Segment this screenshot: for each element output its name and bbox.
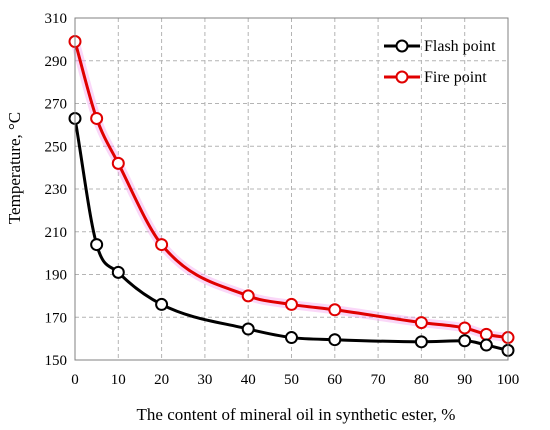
x-tick-label: 0	[71, 372, 79, 388]
x-tick-label: 70	[371, 372, 386, 388]
data-point-fire-point	[241, 289, 255, 303]
data-point-fire-point	[111, 156, 125, 170]
x-tick-label: 90	[457, 372, 472, 388]
y-tick-label: 210	[45, 225, 68, 241]
y-tick-labels: 150 170 190 210 230 250 270 290 310	[45, 11, 68, 369]
data-point-fire-point	[328, 303, 342, 317]
legend-marker-fire-point	[395, 70, 409, 84]
data-point-flash-point	[458, 334, 472, 348]
legend: Flash point Fire point	[384, 38, 496, 86]
y-tick-label: 190	[45, 268, 68, 284]
data-point-flash-point	[328, 333, 342, 347]
x-tick-label: 60	[327, 372, 342, 388]
data-point-fire-point	[285, 297, 298, 311]
y-tick-label: 310	[45, 11, 68, 27]
data-point-flash-point	[285, 331, 298, 345]
data-point-flash-point	[155, 297, 169, 311]
y-tick-label: 230	[45, 182, 68, 198]
legend-item-flash-point: Flash point	[384, 38, 496, 55]
y-tick-label: 290	[45, 54, 68, 70]
y-tick-label: 250	[45, 139, 68, 155]
data-point-flash-point	[241, 322, 255, 336]
y-axis-label: Temperature, °C	[5, 112, 24, 224]
data-point-flash-point	[111, 265, 125, 279]
x-tick-label: 50	[284, 372, 299, 388]
legend-item-fire-point: Fire point	[384, 69, 487, 86]
legend-label-fire-point: Fire point	[424, 69, 487, 86]
data-point-fire-point	[479, 327, 493, 341]
data-point-fire-point	[90, 111, 104, 125]
y-tick-label: 170	[45, 310, 68, 326]
data-point-fire-point	[458, 321, 472, 335]
data-point-fire-point	[155, 238, 169, 252]
x-tick-label: 20	[154, 372, 169, 388]
x-tick-labels: 0 10 20 30 40 50 60 70 80 90 100	[71, 372, 519, 388]
legend-label-flash-point: Flash point	[424, 38, 496, 55]
series-flash-point	[68, 111, 515, 357]
series-fire-point	[68, 35, 515, 345]
data-point-flash-point	[90, 238, 104, 252]
x-tick-label: 30	[197, 372, 212, 388]
data-point-flash-point	[414, 335, 428, 349]
y-tick-label: 270	[45, 97, 68, 113]
x-axis-label: The content of mineral oil in synthetic …	[137, 405, 456, 424]
series-layer	[68, 35, 515, 357]
x-tick-label: 80	[414, 372, 429, 388]
plot-frame	[74, 17, 509, 361]
data-point-fire-point	[414, 316, 428, 330]
x-tick-label: 100	[497, 372, 520, 388]
data-point-flash-point	[479, 338, 493, 352]
x-tick-label: 10	[111, 372, 126, 388]
legend-marker-flash-point	[395, 39, 409, 53]
y-tick-label: 150	[45, 353, 68, 369]
x-tick-label: 40	[241, 372, 256, 388]
